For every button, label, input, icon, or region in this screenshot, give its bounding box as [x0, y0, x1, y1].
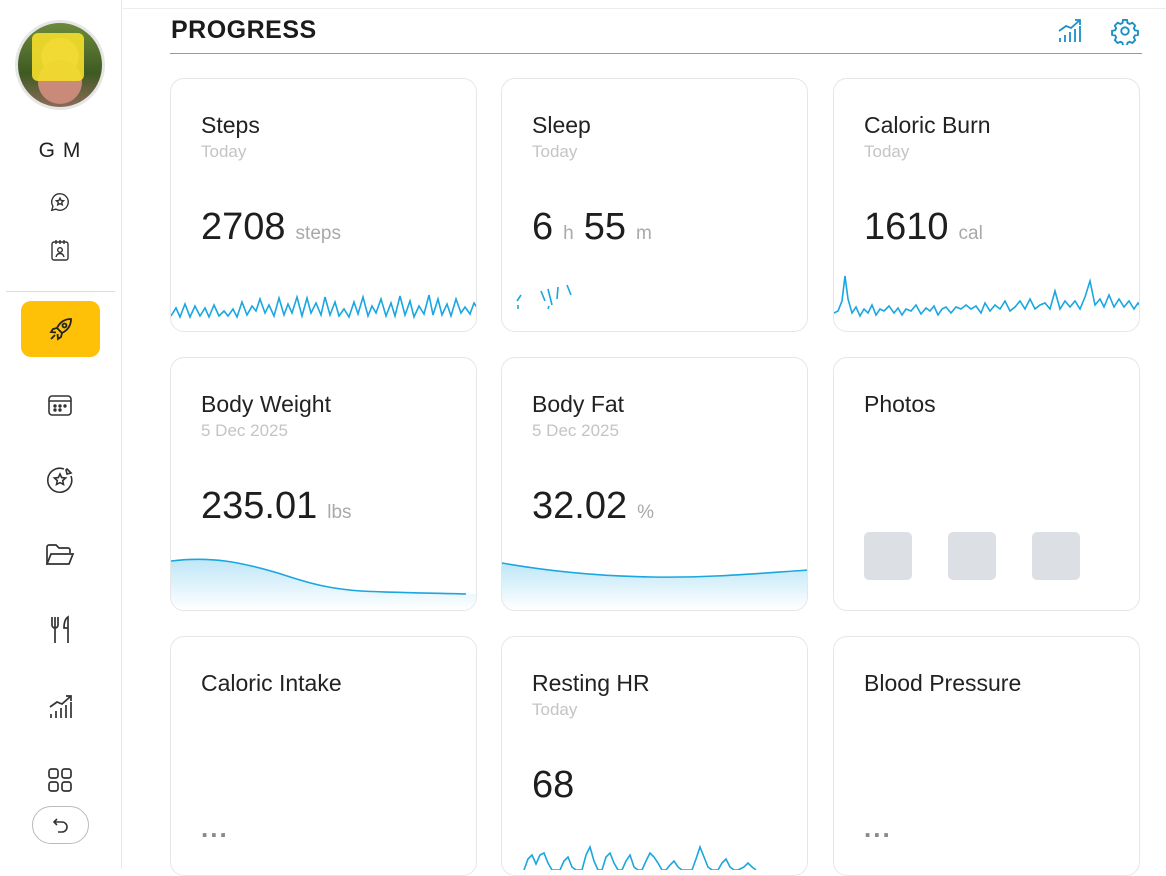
card-value: 6 h 55 m: [532, 206, 662, 249]
caloric-burn-unit: cal: [958, 223, 983, 244]
body-fat-sparkline: [502, 562, 807, 610]
card-subtitle: Today: [864, 142, 910, 161]
card-caloric-burn[interactable]: Caloric Burn Today 1610 cal: [833, 78, 1140, 332]
card-title: Caloric Burn: [864, 112, 991, 138]
card-subtitle: Today: [201, 142, 247, 161]
grid-icon[interactable]: [46, 766, 74, 794]
sleep-minutes: 55: [583, 206, 626, 248]
body-fat-unit: %: [637, 502, 654, 523]
card-title: Steps: [201, 112, 260, 138]
sleep-hours: 6: [532, 206, 554, 248]
bar-chart-icon[interactable]: [46, 692, 76, 722]
settings-icon[interactable]: [1110, 16, 1140, 46]
user-name: G M: [38, 139, 82, 162]
sleep-minutes-unit: m: [636, 223, 652, 244]
top-divider: [123, 8, 1166, 9]
id-badge-icon[interactable]: [49, 238, 71, 262]
caloric-burn-sparkline: [834, 275, 1139, 318]
loading-dots: ...: [864, 813, 892, 843]
steps-value: 2708: [201, 206, 286, 248]
card-photos[interactable]: Photos: [833, 357, 1140, 611]
target-star-icon[interactable]: [44, 464, 76, 496]
calendar-icon[interactable]: [46, 391, 74, 419]
resting-hr-sparkline: [523, 844, 757, 870]
chart-icon[interactable]: [1055, 16, 1085, 46]
card-subtitle: Today: [532, 142, 578, 161]
body-weight-sparkline: [171, 558, 476, 610]
steps-unit: steps: [295, 223, 341, 244]
caloric-burn-value: 1610: [864, 206, 949, 248]
card-blood-pressure[interactable]: Blood Pressure ...: [833, 636, 1140, 876]
photo-thumbnail[interactable]: [864, 532, 912, 580]
nav-item-progress[interactable]: [21, 301, 100, 357]
folder-icon[interactable]: [45, 541, 75, 569]
card-subtitle: 5 Dec 2025: [201, 421, 288, 440]
body-weight-unit: lbs: [327, 502, 352, 523]
body-weight-value: 235.01: [201, 485, 318, 527]
body-fat-value: 32.02: [532, 485, 628, 527]
sleep-hours-unit: h: [563, 223, 574, 244]
card-subtitle: 5 Dec 2025: [532, 421, 619, 440]
fork-knife-icon[interactable]: [47, 615, 75, 645]
card-title: Caloric Intake: [201, 670, 342, 696]
card-title: Sleep: [532, 112, 591, 138]
card-sleep[interactable]: Sleep Today 6 h 55 m: [501, 78, 808, 332]
sidebar-divider: [6, 291, 115, 292]
sleep-sparkline: [516, 284, 572, 310]
sidebar: G M: [0, 0, 122, 869]
card-body-weight[interactable]: Body Weight 5 Dec 2025 235.01 lbs: [170, 357, 477, 611]
card-resting-hr[interactable]: Resting HR Today 68: [501, 636, 808, 876]
chat-star-icon[interactable]: [48, 190, 72, 214]
card-title: Body Weight: [201, 391, 331, 417]
photo-thumbnail[interactable]: [948, 532, 996, 580]
card-value: 32.02 %: [532, 485, 664, 528]
header-rule: [170, 53, 1142, 54]
card-value: 235.01 lbs: [201, 485, 362, 528]
undo-icon: [52, 818, 68, 833]
steps-sparkline: [171, 294, 476, 320]
card-value: 2708 steps: [201, 206, 351, 249]
card-value: 68: [532, 764, 574, 807]
avatar[interactable]: [15, 20, 105, 110]
loading-dots: ...: [201, 813, 229, 843]
avatar-redaction: [32, 33, 84, 81]
card-caloric-intake[interactable]: Caloric Intake ...: [170, 636, 477, 876]
card-title: Body Fat: [532, 391, 625, 417]
rocket-icon: [48, 318, 72, 341]
resting-hr-value: 68: [532, 764, 575, 806]
card-title: Photos: [864, 391, 936, 417]
photo-thumbnail[interactable]: [1032, 532, 1080, 580]
card-title: Blood Pressure: [864, 670, 1022, 696]
page-title: PROGRESS: [171, 16, 317, 44]
card-title: Resting HR: [532, 670, 650, 696]
card-subtitle: Today: [532, 700, 578, 719]
card-value: 1610 cal: [864, 206, 993, 249]
back-button[interactable]: [32, 806, 89, 844]
card-body-fat[interactable]: Body Fat 5 Dec 2025 32.02 %: [501, 357, 808, 611]
card-steps[interactable]: Steps Today 2708 steps: [170, 78, 477, 332]
